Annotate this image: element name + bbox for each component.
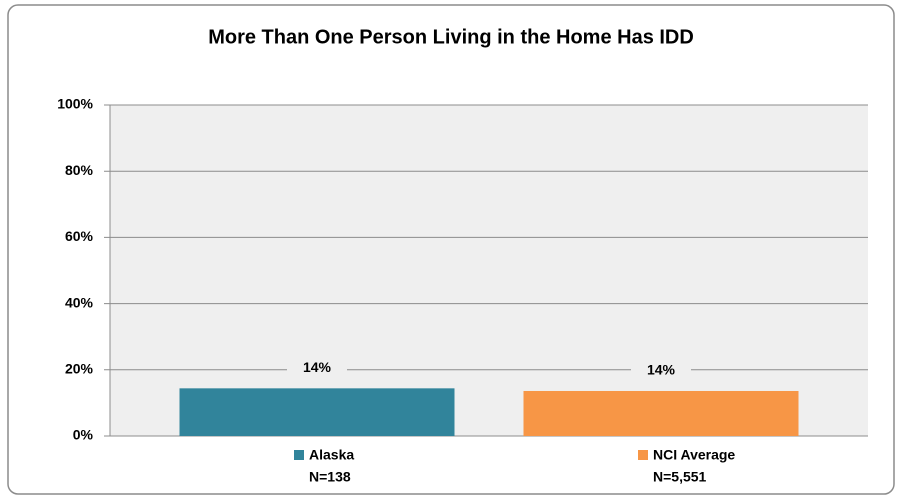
y-tick-label: 0% bbox=[73, 427, 94, 443]
x-tick-label: NCI Average bbox=[653, 447, 735, 463]
value-label: 14% bbox=[303, 359, 332, 375]
y-tick-label: 100% bbox=[57, 96, 93, 112]
value-label-bg bbox=[631, 360, 691, 381]
category-note: N=5,551 bbox=[653, 469, 707, 485]
value-label-bg bbox=[287, 358, 347, 379]
y-tick-label: 20% bbox=[65, 361, 94, 377]
y-tick-label: 60% bbox=[65, 228, 94, 244]
y-tick-label: 80% bbox=[65, 162, 94, 178]
bar bbox=[179, 388, 455, 436]
x-tick-label: Alaska bbox=[309, 447, 354, 463]
legend-swatch bbox=[294, 450, 304, 460]
chart-title: More Than One Person Living in the Home … bbox=[208, 26, 694, 48]
category-note: N=138 bbox=[309, 469, 351, 485]
plot-area bbox=[110, 105, 868, 436]
value-label: 14% bbox=[647, 362, 676, 378]
legend-swatch bbox=[638, 450, 648, 460]
y-tick-label: 40% bbox=[65, 294, 94, 310]
bar bbox=[523, 390, 799, 436]
